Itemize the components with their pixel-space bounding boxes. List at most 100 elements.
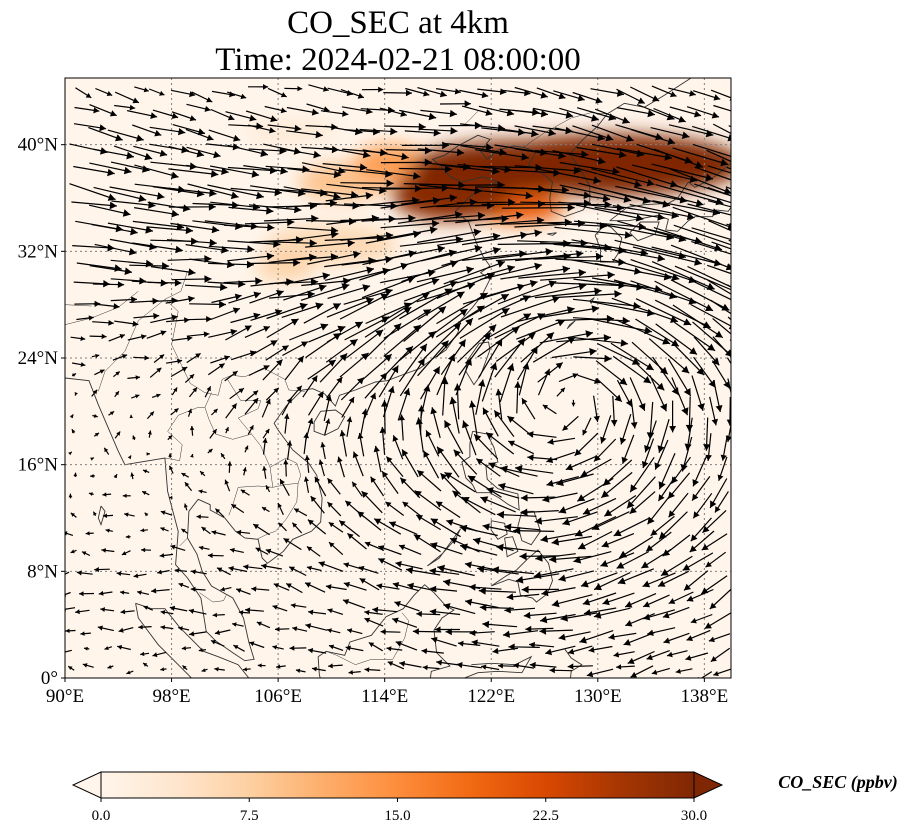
coastline-path	[465, 341, 491, 386]
wind-arrow-head	[625, 399, 632, 407]
wind-arrow-head	[482, 407, 490, 415]
wind-arrow-head	[429, 226, 438, 234]
wind-arrow-head	[208, 203, 216, 211]
wind-arrow-head	[366, 266, 374, 274]
wind-arrow-head	[745, 345, 753, 353]
wind-arrow-head	[140, 651, 145, 657]
wind-arrow-shaft	[554, 226, 633, 237]
wind-arrow-head	[600, 560, 609, 567]
wind-arrow-head	[582, 429, 588, 436]
coastline-path	[317, 656, 321, 678]
wind-arrow-head	[727, 222, 731, 231]
wind-arrow-head	[238, 610, 244, 615]
wind-arrow-head	[272, 645, 278, 650]
wind-arrow-shaft	[340, 269, 391, 283]
wind-arrow-head	[283, 538, 290, 544]
wind-arrow-head	[680, 464, 688, 472]
wind-arrow-shaft	[478, 295, 531, 320]
wind-arrow-head	[228, 566, 234, 572]
wind-arrow-head	[373, 445, 380, 453]
wind-arrow-head	[138, 624, 143, 630]
wind-arrow-head	[667, 137, 676, 145]
wind-arrow-head	[481, 664, 487, 670]
wind-arrow-head	[132, 435, 136, 440]
wind-arrow-shaft	[629, 456, 655, 493]
wind-arrow-head	[480, 496, 489, 504]
wind-arrow-shaft	[594, 262, 672, 279]
wind-arrow-head	[375, 329, 384, 338]
wind-arrow-shaft	[208, 262, 255, 266]
wind-arrow-shaft	[712, 317, 731, 335]
wind-arrow-head	[280, 167, 288, 175]
wind-arrow-head	[683, 388, 691, 396]
wind-arrow-shaft	[417, 340, 449, 377]
wind-arrow-head	[725, 435, 731, 442]
wind-arrow-shaft	[89, 265, 133, 273]
wind-arrow-shaft	[420, 214, 486, 221]
wind-arrow-head	[189, 425, 195, 431]
wind-arrow-head	[147, 430, 152, 435]
lon-tick-label: 130°E	[574, 686, 622, 707]
wind-arrow-shaft	[496, 546, 541, 553]
wind-arrow-shaft	[264, 241, 317, 244]
wind-arrow-head	[154, 130, 162, 137]
wind-arrow-shaft	[534, 516, 578, 523]
coastline-path	[269, 457, 302, 484]
wind-arrow-shaft	[230, 187, 282, 194]
wind-arrow-head	[684, 443, 692, 451]
wind-arrow-shaft	[443, 261, 506, 285]
wind-arrow-shaft	[65, 607, 76, 610]
colorbar-tick-label: 15.0	[384, 808, 410, 824]
wind-arrow-head	[705, 454, 712, 461]
wind-arrow-head	[125, 534, 130, 539]
wind-arrow-shaft	[692, 143, 731, 158]
wind-arrow-shaft	[326, 183, 387, 192]
wind-arrow-head	[527, 431, 534, 438]
wind-arrow-shaft	[630, 129, 676, 144]
wind-arrow-head	[670, 315, 678, 323]
wind-arrow-head	[159, 149, 168, 157]
wind-arrow-head	[500, 294, 509, 301]
wind-arrow-head	[117, 281, 125, 288]
wind-arrow-head	[332, 303, 341, 311]
wind-arrow-head	[600, 436, 607, 444]
wind-arrow-shaft	[475, 231, 542, 244]
wind-arrow-shaft	[732, 111, 768, 128]
wind-arrow-shaft	[554, 282, 626, 287]
wind-arrow-head	[310, 496, 317, 502]
wind-arrow-head	[73, 472, 78, 477]
wind-arrow-shaft	[65, 532, 74, 536]
wind-arrow-head	[249, 425, 254, 430]
wind-arrow-head	[257, 663, 262, 668]
wind-arrow-shaft	[672, 342, 705, 376]
wind-arrow-head	[100, 607, 105, 612]
wind-arrow-head	[156, 393, 161, 398]
wind-arrow-head	[401, 152, 409, 161]
wind-arrow-head	[189, 374, 195, 379]
wind-arrow-head	[116, 431, 121, 436]
wind-arrow-head	[643, 376, 651, 384]
wind-arrow-shaft	[590, 318, 653, 333]
wind-arrow-head	[620, 339, 628, 347]
wind-arrow-head	[627, 657, 635, 664]
wind-arrow-head	[534, 229, 542, 237]
wind-arrow-shaft	[555, 318, 614, 322]
wind-arrow-head	[477, 565, 485, 573]
wind-arrow-shaft	[187, 183, 239, 198]
wind-arrow-head	[710, 656, 717, 662]
wind-arrow-head	[315, 130, 323, 139]
wind-arrow-shaft	[301, 188, 359, 197]
wind-arrow-head	[402, 501, 409, 508]
wind-arrow-head	[318, 284, 327, 292]
wind-arrow-head	[276, 664, 281, 669]
coastline-path	[164, 271, 188, 300]
wind-arrow-head	[617, 577, 626, 585]
wind-arrow-head	[349, 339, 358, 347]
wind-arrow-head	[519, 552, 527, 561]
wind-arrow-head	[336, 377, 343, 384]
wind-arrow-head	[265, 398, 271, 405]
wind-arrow-head	[557, 319, 566, 327]
wind-arrow-head	[318, 561, 326, 568]
wind-arrow-head	[210, 640, 216, 645]
wind-arrow-head	[208, 449, 213, 453]
